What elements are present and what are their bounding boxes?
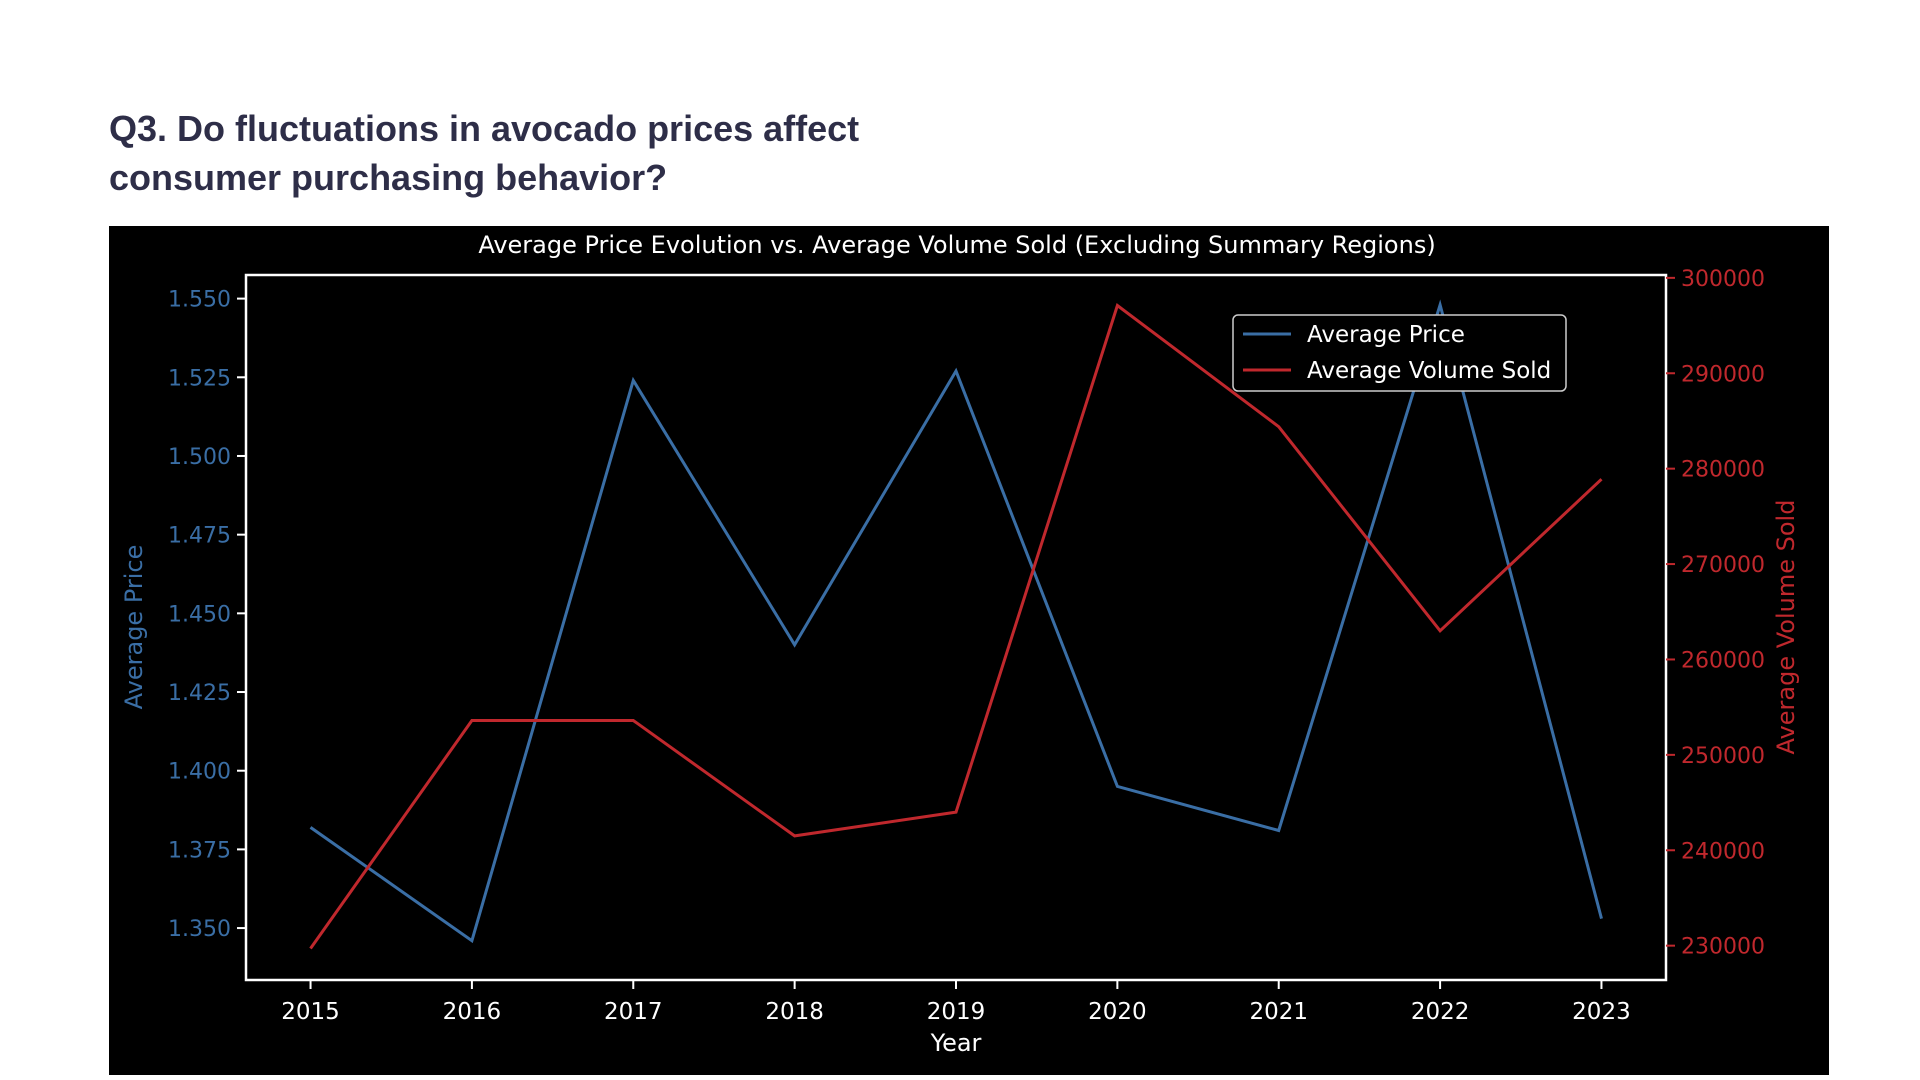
left-y-tick-label: 1.350 (168, 917, 231, 942)
left-y-axis: 1.350 1.375 1.400 1.425 1.450 1.475 1.500 1.525… (168, 288, 246, 942)
x-tick-label: 2019 (927, 999, 986, 1025)
question-heading-line-1: Q3. Do fluctuations in avocado prices af… (109, 108, 860, 149)
left-y-axis-label: Average Price (120, 545, 148, 710)
left-y-tick-label: 1.400 (168, 760, 231, 785)
right-y-tick-label: 300000 (1681, 267, 1765, 292)
chart-panel: Average Price Evolution vs. Average Volu… (109, 226, 1829, 1075)
chart-title: Average Price Evolution vs. Average Volu… (478, 231, 1435, 259)
x-tick-label: 2016 (443, 999, 502, 1025)
left-y-tick-label: 1.475 (168, 524, 231, 549)
series-line-average-price (309, 299, 1603, 944)
dual-axis-line-chart: Average Price Evolution vs. Average Volu… (120, 231, 1800, 1057)
x-tick-label: 2015 (281, 999, 340, 1025)
right-y-tick-label: 280000 (1681, 458, 1765, 483)
right-y-tick-label: 230000 (1681, 935, 1765, 960)
left-y-tick-label: 1.550 (168, 288, 231, 313)
legend-entry-label: Average Volume Sold (1307, 358, 1551, 384)
right-y-axis: 230000 240000 250000 260000 270000 280000 2900… (1666, 267, 1765, 960)
series-lines (309, 299, 1603, 950)
x-tick-label: 2020 (1088, 999, 1147, 1025)
right-y-tick-label: 290000 (1681, 362, 1765, 387)
left-y-tick-label: 1.375 (168, 838, 231, 863)
x-axis: 2015 2016 2017 2018 2019 2020 2021 2022 2023 (281, 980, 1631, 1025)
x-tick-label: 2022 (1411, 999, 1470, 1025)
right-y-tick-label: 260000 (1681, 648, 1765, 673)
x-tick-label: 2021 (1249, 999, 1308, 1025)
legend-entry-label: Average Price (1307, 322, 1465, 348)
legend: Average Price Average Volume Sold (1232, 314, 1567, 392)
right-y-axis-label: Average Volume Sold (1772, 500, 1800, 755)
x-tick-label: 2018 (765, 999, 824, 1025)
question-heading-line-2: consumer purchasing behavior? (109, 157, 668, 198)
left-y-tick-label: 1.425 (168, 681, 231, 706)
right-y-tick-label: 240000 (1681, 839, 1765, 864)
x-axis-label: Year (930, 1029, 982, 1057)
right-y-tick-label: 270000 (1681, 553, 1765, 578)
series-line-average-volume-sold (309, 303, 1603, 950)
question-heading: Q3. Do fluctuations in avocado prices af… (109, 104, 1009, 202)
legend-box (1232, 314, 1567, 392)
right-y-tick-label: 250000 (1681, 744, 1765, 769)
x-tick-label: 2017 (604, 999, 663, 1025)
left-y-tick-label: 1.450 (168, 602, 231, 627)
left-y-tick-label: 1.500 (168, 445, 231, 470)
left-y-tick-label: 1.525 (168, 366, 231, 391)
x-tick-label: 2023 (1572, 999, 1631, 1025)
